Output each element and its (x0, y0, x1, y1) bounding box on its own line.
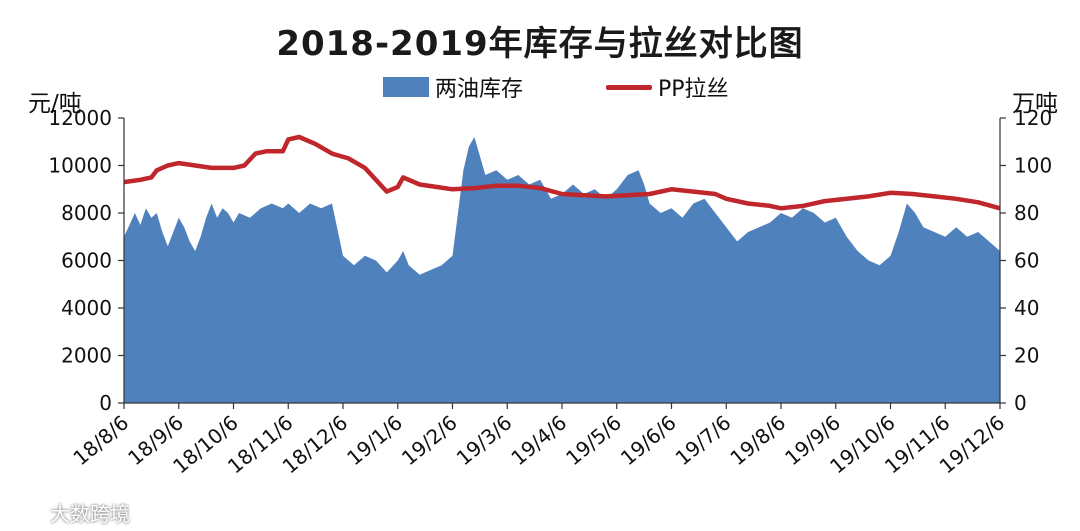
right-tick-label: 0 (1014, 391, 1027, 415)
pp-price-line (123, 134, 1001, 211)
left-tick-label: 10000 (48, 154, 112, 178)
left-tick-label: 8000 (61, 201, 112, 225)
area-layer (124, 137, 1000, 403)
left-tick-label: 2000 (61, 344, 112, 368)
left-tick-label: 0 (99, 391, 112, 415)
x-tick-label: 19/5/6 (561, 410, 626, 470)
watermark-logo-icon (10, 504, 43, 521)
legend-area-swatch (383, 77, 429, 97)
legend-item-pp: PP拉丝 (606, 70, 729, 104)
legend: 两油库存 PP拉丝 (0, 70, 1080, 104)
legend-item-inventory: 两油库存 (383, 70, 523, 104)
line-layer (123, 134, 1001, 211)
legend-label-inventory: 两油库存 (435, 77, 524, 102)
right-tick-label: 20 (1014, 344, 1039, 368)
x-tick-label: 19/2/6 (397, 410, 462, 470)
x-tick-label: 18/8/6 (68, 410, 133, 470)
right-tick-label: 120 (1014, 106, 1052, 130)
left-axis-unit: 元/吨 (28, 91, 82, 117)
right-tick-label: 60 (1014, 249, 1039, 273)
watermark: 大数跨境 (10, 498, 130, 527)
left-tick-label: 6000 (61, 249, 112, 273)
right-tick-label: 100 (1014, 154, 1052, 178)
x-tick-label: 19/7/6 (671, 410, 736, 470)
x-tick-label: 19/4/6 (506, 410, 571, 470)
right-tick-label: 80 (1014, 201, 1039, 225)
chart-title: 2018-2019年库存与拉丝对比图 (276, 24, 804, 64)
legend-line-swatch (606, 84, 652, 90)
left-tick-label: 4000 (61, 296, 112, 320)
x-tick-label: 19/8/6 (725, 410, 790, 470)
watermark-text: 大数跨境 (50, 502, 130, 526)
x-tick-label: 19/1/6 (342, 410, 407, 470)
inventory-area (124, 137, 1000, 403)
left-tick-label: 12000 (48, 106, 112, 130)
legend-label-pp: PP拉丝 (658, 77, 729, 102)
right-axis-unit: 万吨 (1012, 91, 1058, 117)
right-tick-label: 40 (1014, 296, 1039, 320)
x-tick-label: 19/6/6 (616, 410, 681, 470)
x-tick-label: 19/3/6 (452, 410, 517, 470)
